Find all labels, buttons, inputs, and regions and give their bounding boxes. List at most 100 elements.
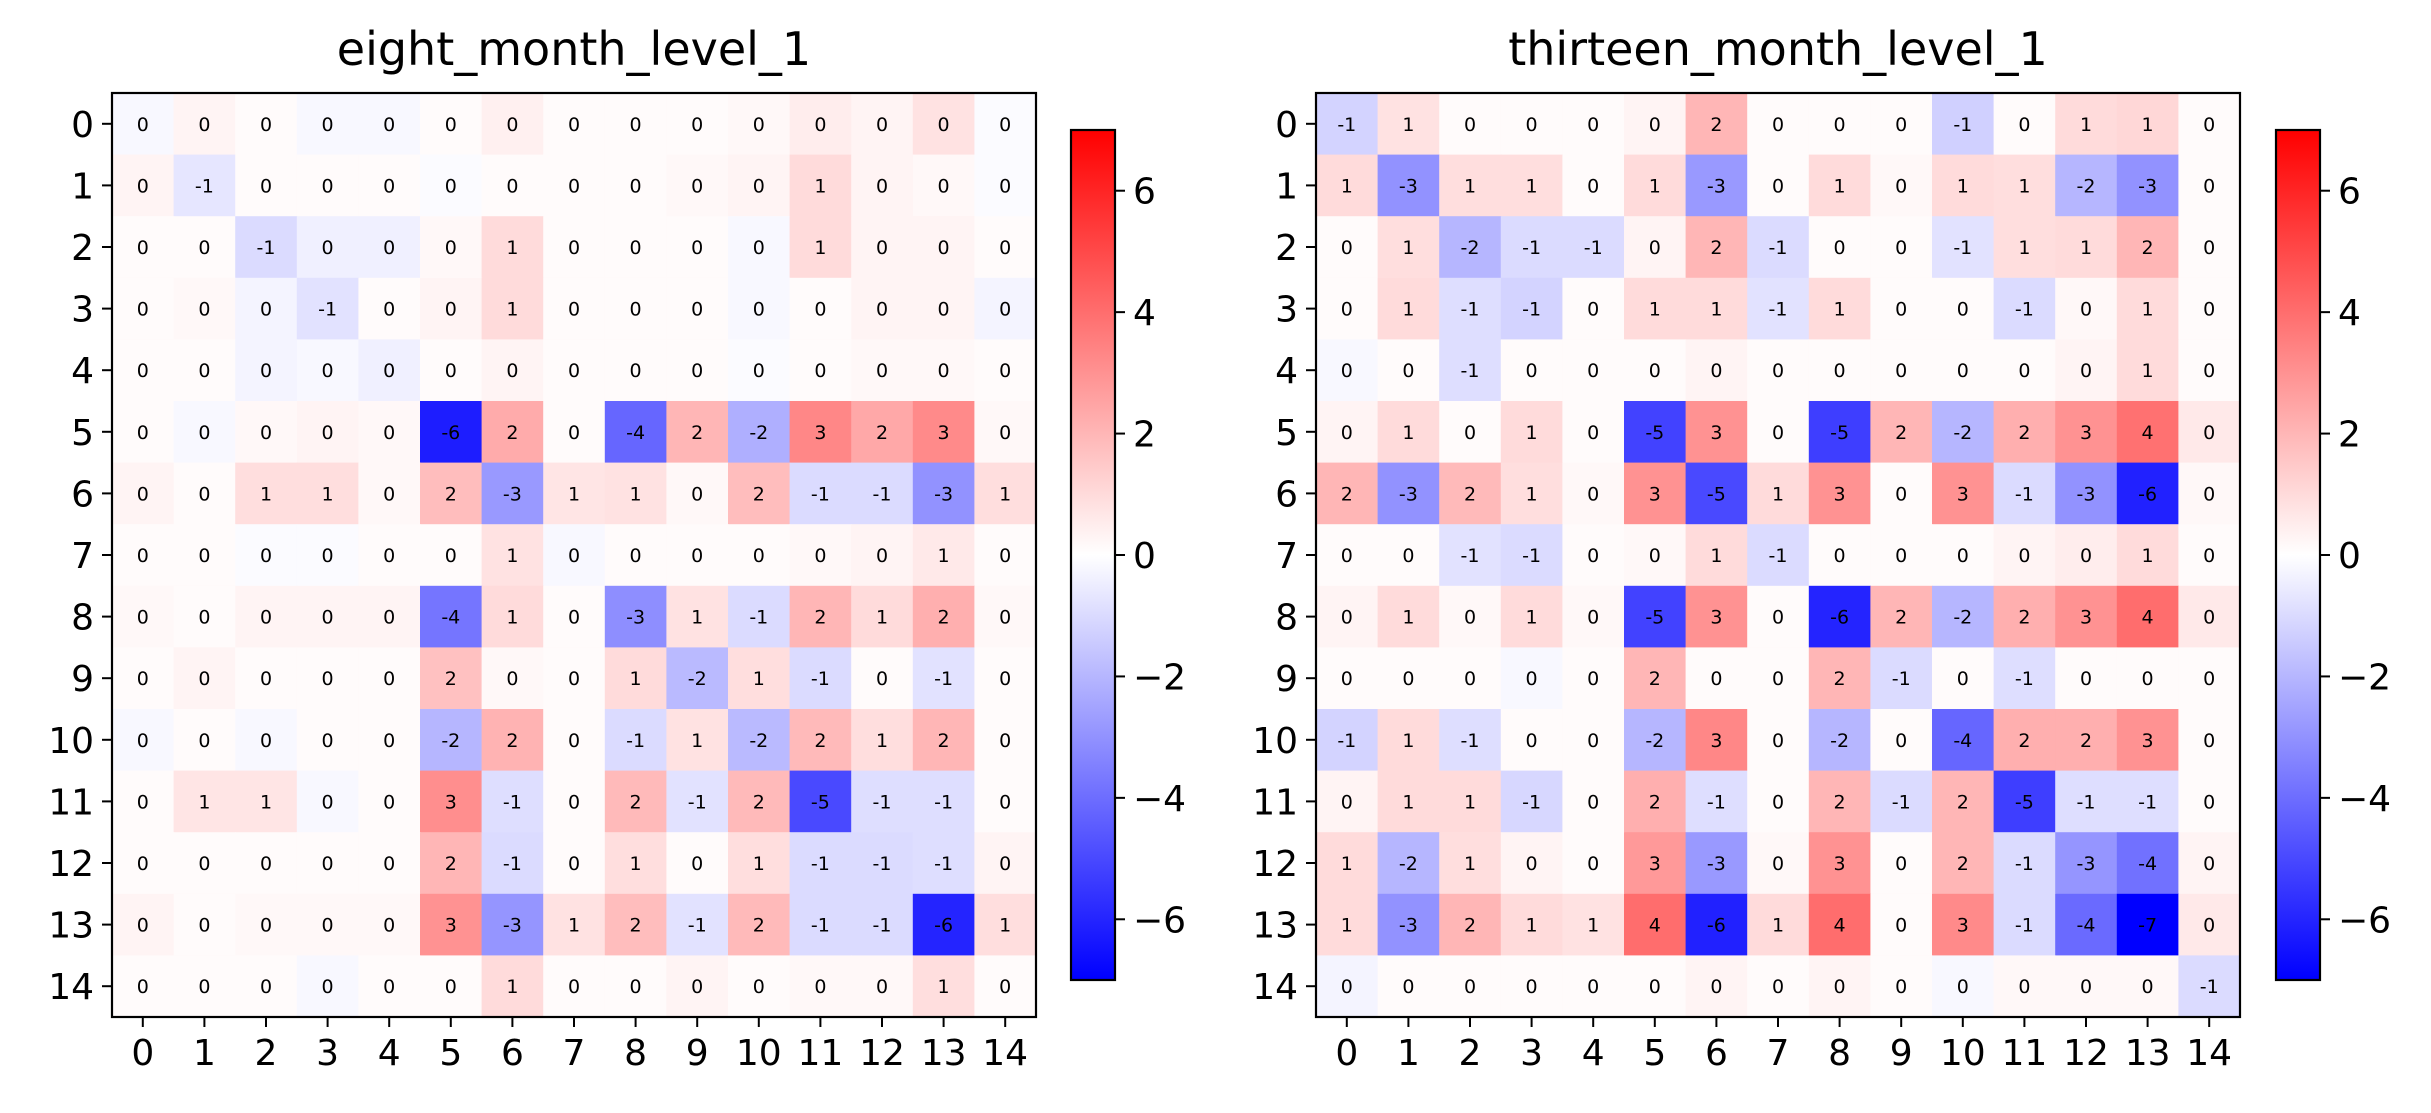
cell-value-label: -1 [934,853,953,875]
cell-value-label: 0 [1587,422,1599,444]
cell-value-label: 1 [1772,483,1784,505]
cell-value-label: -4 [1953,730,1972,752]
cell-value-label: -1 [1522,237,1541,259]
heatmap-cell [2116,893,2179,956]
cell-value-label: 1 [506,976,518,998]
cell-value-label: 0 [322,976,334,998]
heatmap-cell [1993,401,2056,464]
cell-value-label: 1 [1341,853,1353,875]
heatmap-cell [1993,524,2056,587]
heatmap-cell [1870,339,1933,402]
y-tick-label: 11 [1252,782,1298,823]
cell-value-label: 0 [876,668,888,690]
cell-value-label: 2 [1464,915,1476,937]
cell-value-label: 2 [814,730,826,752]
cell-value-label: 0 [568,545,580,567]
cell-value-label: 2 [1957,853,1969,875]
cell-value-label: 3 [445,791,457,813]
heatmap-cell [2178,462,2241,525]
cell-value-label: -3 [2077,853,2096,875]
cell-value-label: -3 [1399,483,1418,505]
cell-value-label: 1 [999,915,1011,937]
heatmap-cell [358,462,421,525]
heatmap-cell [173,585,236,648]
heatmap-cell [1747,832,1810,895]
heatmap-cell [420,770,483,833]
heatmap-cell [2116,93,2179,156]
heatmap-cell [2116,524,2179,587]
heatmap-cell [2178,709,2241,772]
cell-value-label: 0 [445,545,457,567]
cell-value-label: 1 [2080,237,2092,259]
x-tick-label: 9 [686,1033,709,1074]
cell-value-label: 0 [876,545,888,567]
cell-value-label: 0 [753,976,765,998]
cell-value-label: 1 [506,607,518,629]
cell-value-label: 0 [1710,668,1722,690]
heatmap-cell [851,832,914,895]
heatmap-cell [1685,216,1748,279]
heatmap-cell [1439,277,1502,340]
y-tick-label: 4 [71,351,94,392]
heatmap-cell [235,524,298,587]
x-tick-label: 0 [1335,1033,1358,1074]
cell-value-label: -3 [1707,853,1726,875]
colorbar [2274,128,2322,982]
heatmap-cell [235,462,298,525]
cell-value-label: 0 [1957,360,1969,382]
cell-value-label: 0 [1772,360,1784,382]
heatmap-cell [1439,647,1502,710]
cell-value-label: 0 [691,545,703,567]
cell-value-label: 0 [999,114,1011,136]
x-tick-label: 7 [563,1033,586,1074]
heatmap-cell [1439,524,1502,587]
heatmap-cell [851,955,914,1018]
heatmap-cell [604,277,667,340]
heatmap-cell [358,401,421,464]
cell-value-label: -6 [934,915,953,937]
cell-value-label: -1 [2015,299,2034,321]
heatmap-cell [1808,93,1871,156]
heatmap-cell [2116,955,2179,1018]
heatmap-cell [1932,955,1995,1018]
heatmap-cell [1562,893,1625,956]
cell-value-label: 0 [1464,114,1476,136]
heatmap-cell [296,709,359,772]
x-tick-label: 2 [1459,1033,1482,1074]
cell-value-label: 0 [383,976,395,998]
cell-value-label: 0 [137,422,149,444]
heatmap-cell [1685,709,1748,772]
heatmap-cell [1624,277,1687,340]
x-tick-label: 9 [1890,1033,1913,1074]
heatmap-cell [851,585,914,648]
heatmap-cell [789,832,852,895]
heatmap-cell [666,339,729,402]
cell-value-label: 0 [999,668,1011,690]
heatmap-cell [543,154,606,217]
cell-value-label: 2 [753,483,765,505]
cell-value-label: 0 [1895,483,1907,505]
heatmap-cell [1685,955,1748,1018]
x-tick-label: 5 [1643,1033,1666,1074]
heatmap-cell [420,277,483,340]
heatmap-cell [1439,216,1502,279]
heatmap-cell [1685,93,1748,156]
heatmap-cell [543,339,606,402]
heatmap-cell [1747,93,1810,156]
cell-value-label: 2 [1895,422,1907,444]
cell-value-label: 0 [2203,299,2215,321]
cell-value-label: 0 [1957,299,1969,321]
heatmap-cell [358,832,421,895]
heatmap-cell [974,524,1037,587]
heatmap-cell [173,339,236,402]
heatmap-cell [1316,277,1379,340]
cell-value-label: 0 [1526,114,1538,136]
cell-value-label: 0 [1526,668,1538,690]
cell-value-label: 1 [568,915,580,937]
heatmap-cell [1377,709,1440,772]
cell-value-label: 1 [1649,299,1661,321]
cell-value-label: 0 [999,360,1011,382]
cell-value-label: 0 [2203,545,2215,567]
heatmap-cell [112,770,175,833]
cell-value-label: 0 [383,730,395,752]
